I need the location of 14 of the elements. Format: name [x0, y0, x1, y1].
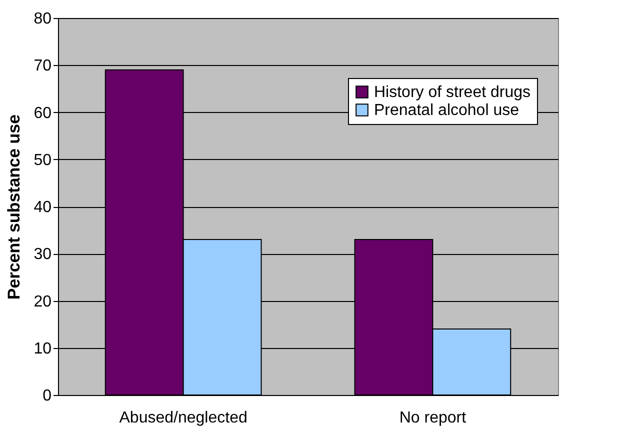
y-tick-label: 50	[34, 152, 52, 169]
legend-label: History of street drugs	[374, 84, 530, 101]
y-tick-label: 80	[34, 10, 52, 28]
y-tick-label: 60	[34, 104, 52, 122]
x-tick-label: No report	[399, 410, 467, 426]
y-axis-title: Percent substance use	[4, 114, 24, 300]
y-tick-label: 70	[34, 58, 52, 75]
y-tick-label: 10	[34, 340, 52, 358]
x-tick-label: Abused/neglected	[119, 410, 248, 426]
y-tick-label: 20	[34, 293, 52, 310]
y-tick-label: 40	[34, 199, 52, 216]
y-tick-label: 0	[42, 388, 52, 404]
legend-label: Prenatal alcohol use	[374, 102, 520, 119]
y-tick-label: 30	[34, 246, 52, 264]
